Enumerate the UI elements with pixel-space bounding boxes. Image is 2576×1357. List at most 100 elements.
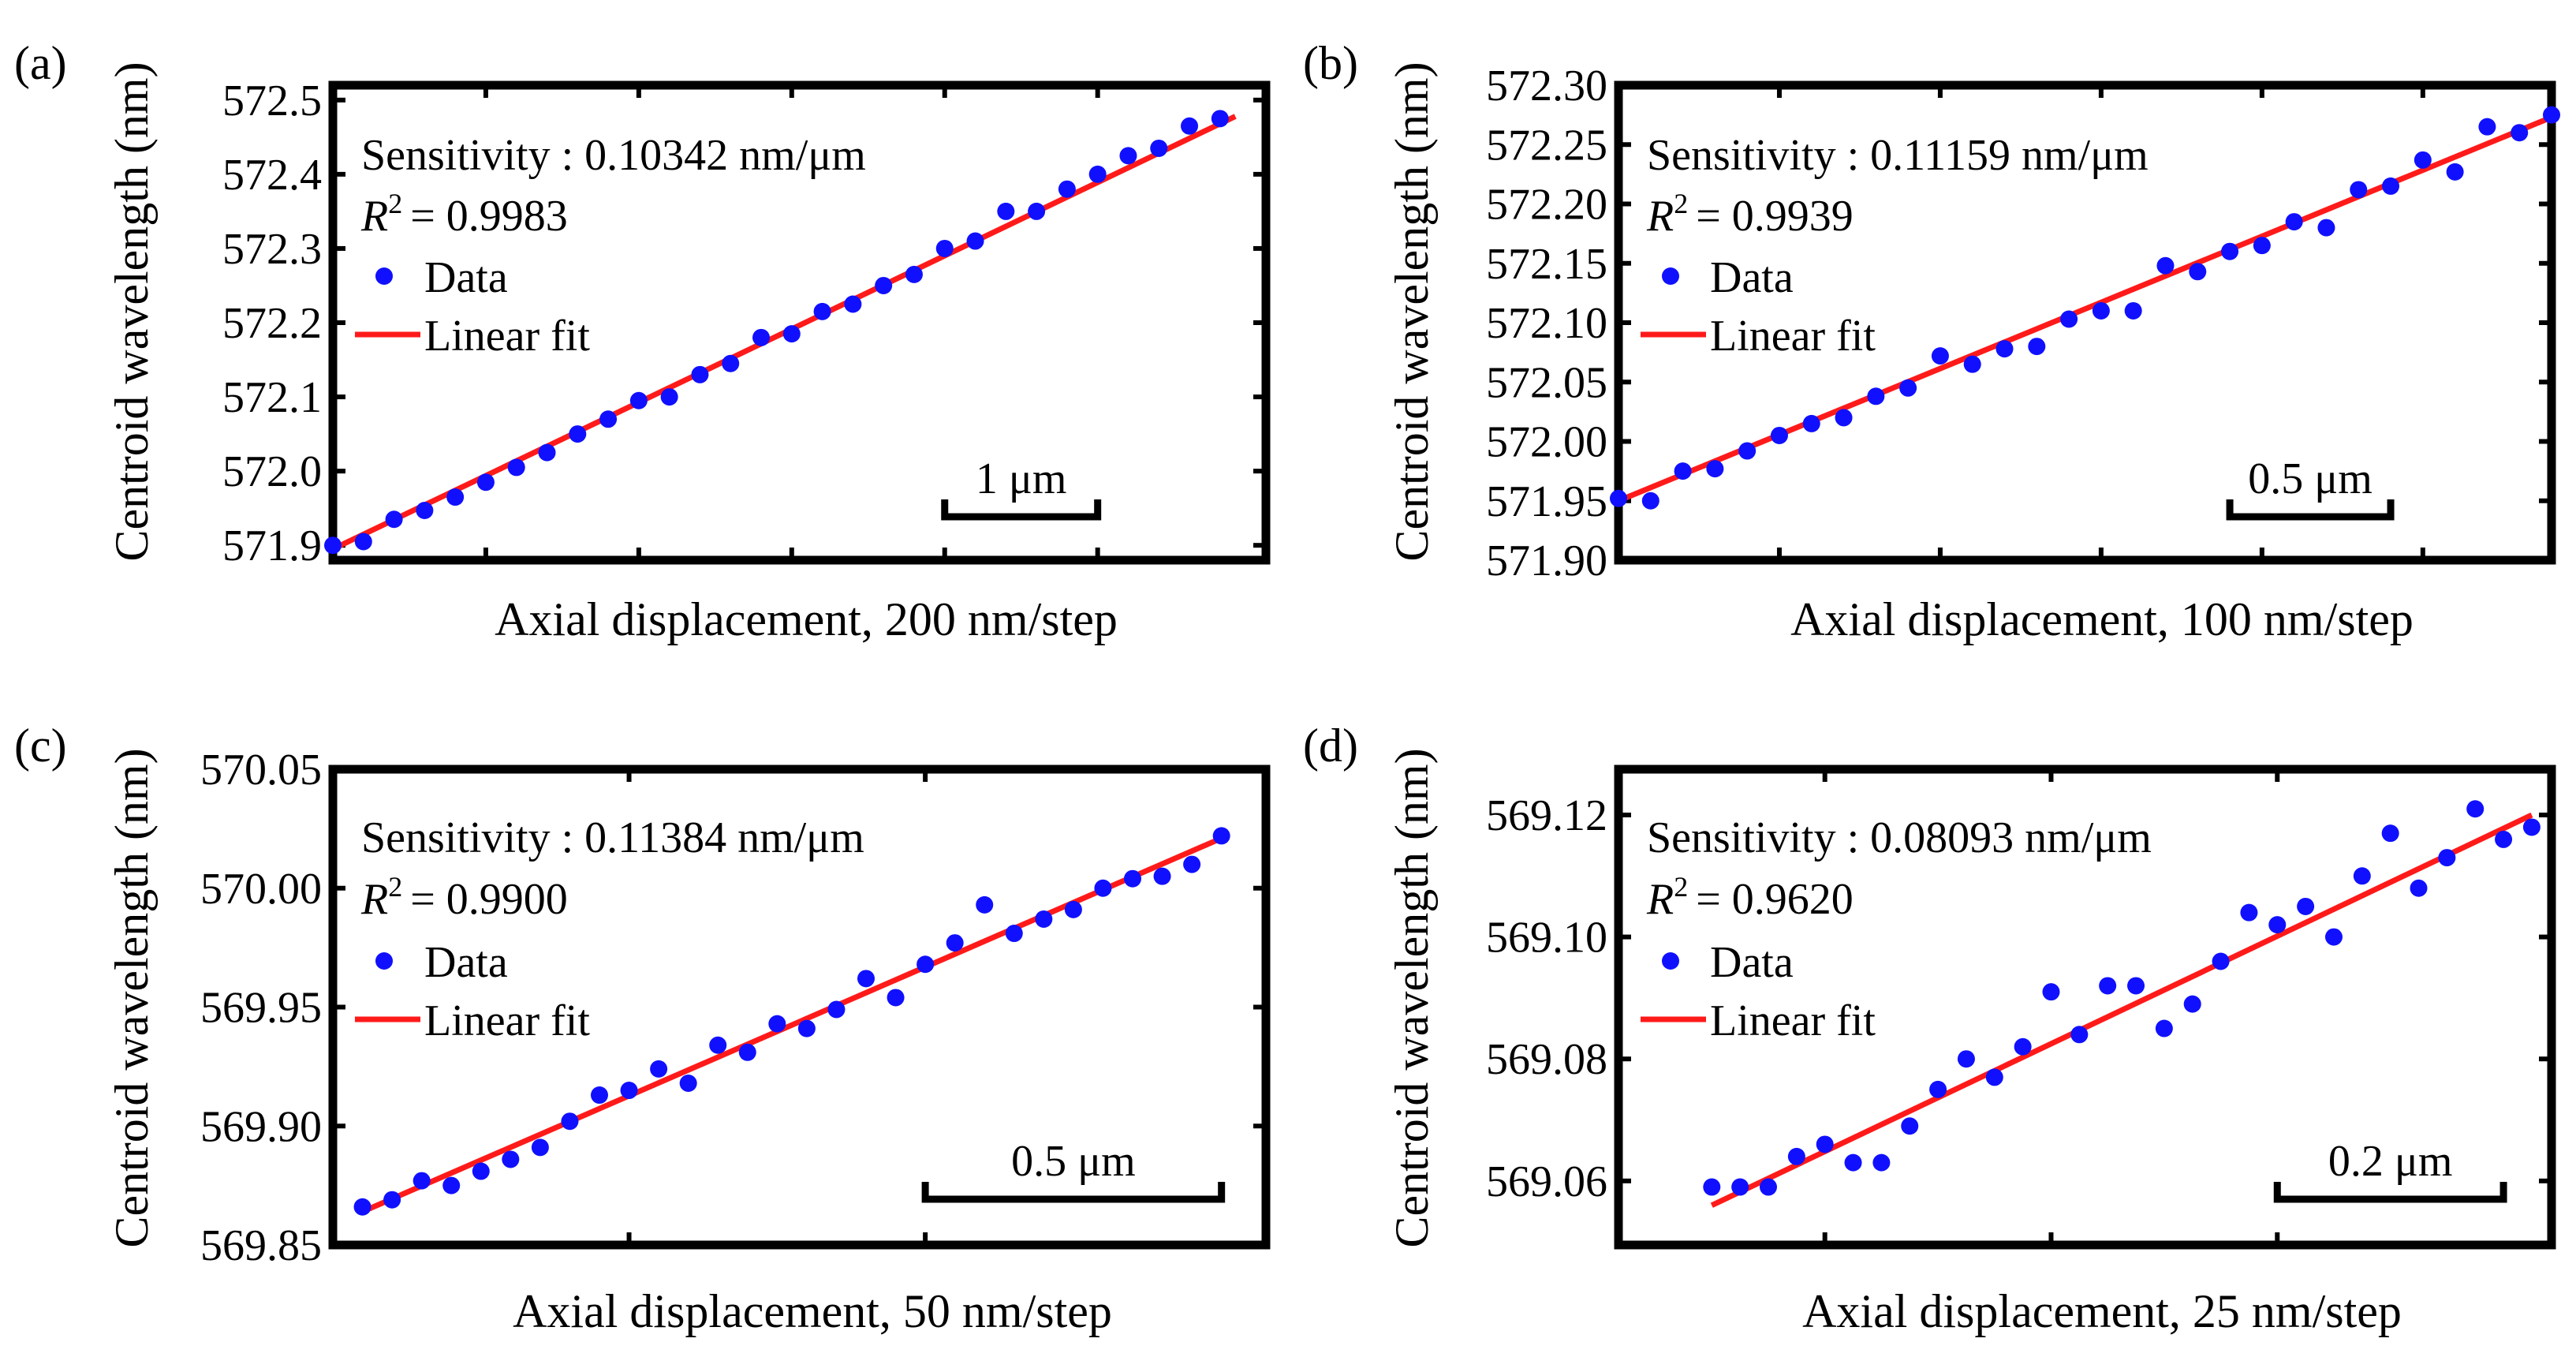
y-tick-label: 569.10 (1486, 914, 1607, 963)
data-point (476, 473, 495, 492)
data-point (2381, 824, 2399, 843)
data-point (2410, 879, 2428, 897)
y-tick-label: 572.3 (222, 225, 322, 274)
data-point (1641, 492, 1659, 510)
legend-fit-label: Linear fit (1710, 312, 1876, 361)
r-squared-annotation: R2 = 0.9900 (360, 871, 568, 924)
data-point (2221, 242, 2239, 260)
data-point (413, 1172, 431, 1190)
legend-data-marker (1662, 952, 1679, 970)
data-point (385, 510, 403, 529)
fit-line (361, 836, 1223, 1214)
x-axis-label: Axial displacement, 50 nm/step (513, 1285, 1112, 1337)
data-point (2099, 977, 2117, 995)
panel-b: (b) Centroid wavelength (nm) Axial displ… (1303, 37, 2560, 645)
svg-text:R2= 0.9900: R2 = 0.9900 (360, 871, 568, 924)
data-point (1706, 460, 1724, 478)
data-point (2438, 849, 2456, 867)
y-axis-label: Centroid wavelength (nm) (106, 748, 158, 1247)
legend-data-marker (375, 952, 393, 970)
y-tick-label: 569.95 (200, 984, 322, 1033)
data-point (2189, 263, 2207, 281)
data-point (1872, 1153, 1891, 1172)
r-squared-value: = 0.9900 (410, 875, 568, 924)
data-point (1610, 489, 1627, 507)
data-point (976, 895, 994, 914)
data-point (1124, 869, 1141, 888)
data-point (2414, 151, 2432, 169)
data-point (1058, 180, 1076, 198)
data-point (797, 1019, 816, 1037)
data-point (1094, 879, 1112, 897)
data-point (2156, 256, 2175, 275)
data-point (935, 239, 954, 257)
data-point (844, 295, 862, 313)
data-point (531, 1138, 549, 1157)
fit-line (1710, 812, 2533, 1208)
data-point (446, 488, 465, 507)
x-axis-label: Axial displacement, 200 nm/step (495, 593, 1118, 645)
legend-data-marker (375, 267, 393, 285)
y-tick-label: 569.06 (1486, 1157, 1607, 1206)
data-point (650, 1060, 668, 1078)
scale-bar: 0.5 μm (2226, 454, 2395, 521)
data-point (752, 328, 771, 346)
data-point (353, 1198, 371, 1216)
data-point (2324, 928, 2343, 946)
y-tick-label: 572.15 (1486, 240, 1607, 289)
scale-bar-label: 0.5 μm (1011, 1137, 1136, 1186)
scale-bar-label: 0.2 μm (2328, 1137, 2453, 1186)
x-axis-label: Axial displacement, 25 nm/step (1802, 1285, 2402, 1337)
panel-label: (d) (1303, 720, 1358, 772)
data-point (1844, 1153, 1862, 1172)
r-squared-annotation: R2 = 0.9983 (360, 188, 568, 241)
data-point (2446, 163, 2464, 181)
data-point (905, 265, 923, 283)
data-point (538, 443, 556, 462)
data-point (782, 325, 801, 343)
data-point (738, 1043, 756, 1061)
data-point (416, 501, 434, 519)
sensitivity-annotation: Sensitivity : 0.10342 nm/μm (361, 131, 866, 180)
data-point (354, 533, 372, 551)
data-point (2478, 118, 2496, 136)
data-point (1816, 1135, 1834, 1153)
sensitivity-annotation: Sensitivity : 0.11159 nm/μm (1647, 131, 2149, 180)
y-tick-label: 572.10 (1486, 299, 1607, 348)
legend-data-label: Data (424, 253, 508, 302)
data-point (1119, 147, 1137, 165)
data-point (2042, 983, 2060, 1001)
data-point (2382, 177, 2400, 195)
data-point (1731, 1178, 1749, 1196)
y-tick-label: 571.90 (1486, 536, 1607, 585)
legend-fit-label: Linear fit (424, 996, 590, 1045)
legend-data-label: Data (1710, 938, 1794, 987)
data-point (569, 425, 587, 443)
data-point (946, 934, 964, 952)
svg-text:R2= 0.9620: R2 = 0.9620 (1646, 871, 1854, 924)
r-squared-symbol: R (360, 192, 388, 241)
data-point (997, 202, 1015, 220)
data-point (887, 989, 905, 1007)
data-point (472, 1162, 490, 1180)
y-tick-label: 572.30 (1486, 62, 1607, 110)
panel-label: (a) (14, 37, 67, 89)
data-point (561, 1112, 579, 1131)
scale-bar-line (2273, 1182, 2507, 1203)
data-point (1211, 110, 1229, 128)
data-point (1064, 900, 1082, 918)
data-point (917, 955, 935, 974)
panel-a: (a) Centroid wavelength (nm) Axial displ… (14, 37, 1271, 645)
panel-d: (d) Centroid wavelength (nm) Axial displ… (1303, 720, 2556, 1337)
r-squared-annotation: R2 = 0.9620 (1646, 871, 1854, 924)
data-point (875, 276, 893, 294)
data-point (1770, 426, 1788, 444)
data-point (324, 536, 342, 555)
data-point (1901, 1117, 1919, 1135)
data-point (1674, 462, 1692, 480)
data-point (2212, 952, 2230, 970)
data-point (679, 1074, 697, 1092)
panel-c: (c) Centroid wavelength (nm) Axial displ… (14, 720, 1271, 1337)
y-axis-label: Centroid wavelength (nm) (1386, 748, 1438, 1247)
scale-bar-line (941, 499, 1102, 521)
